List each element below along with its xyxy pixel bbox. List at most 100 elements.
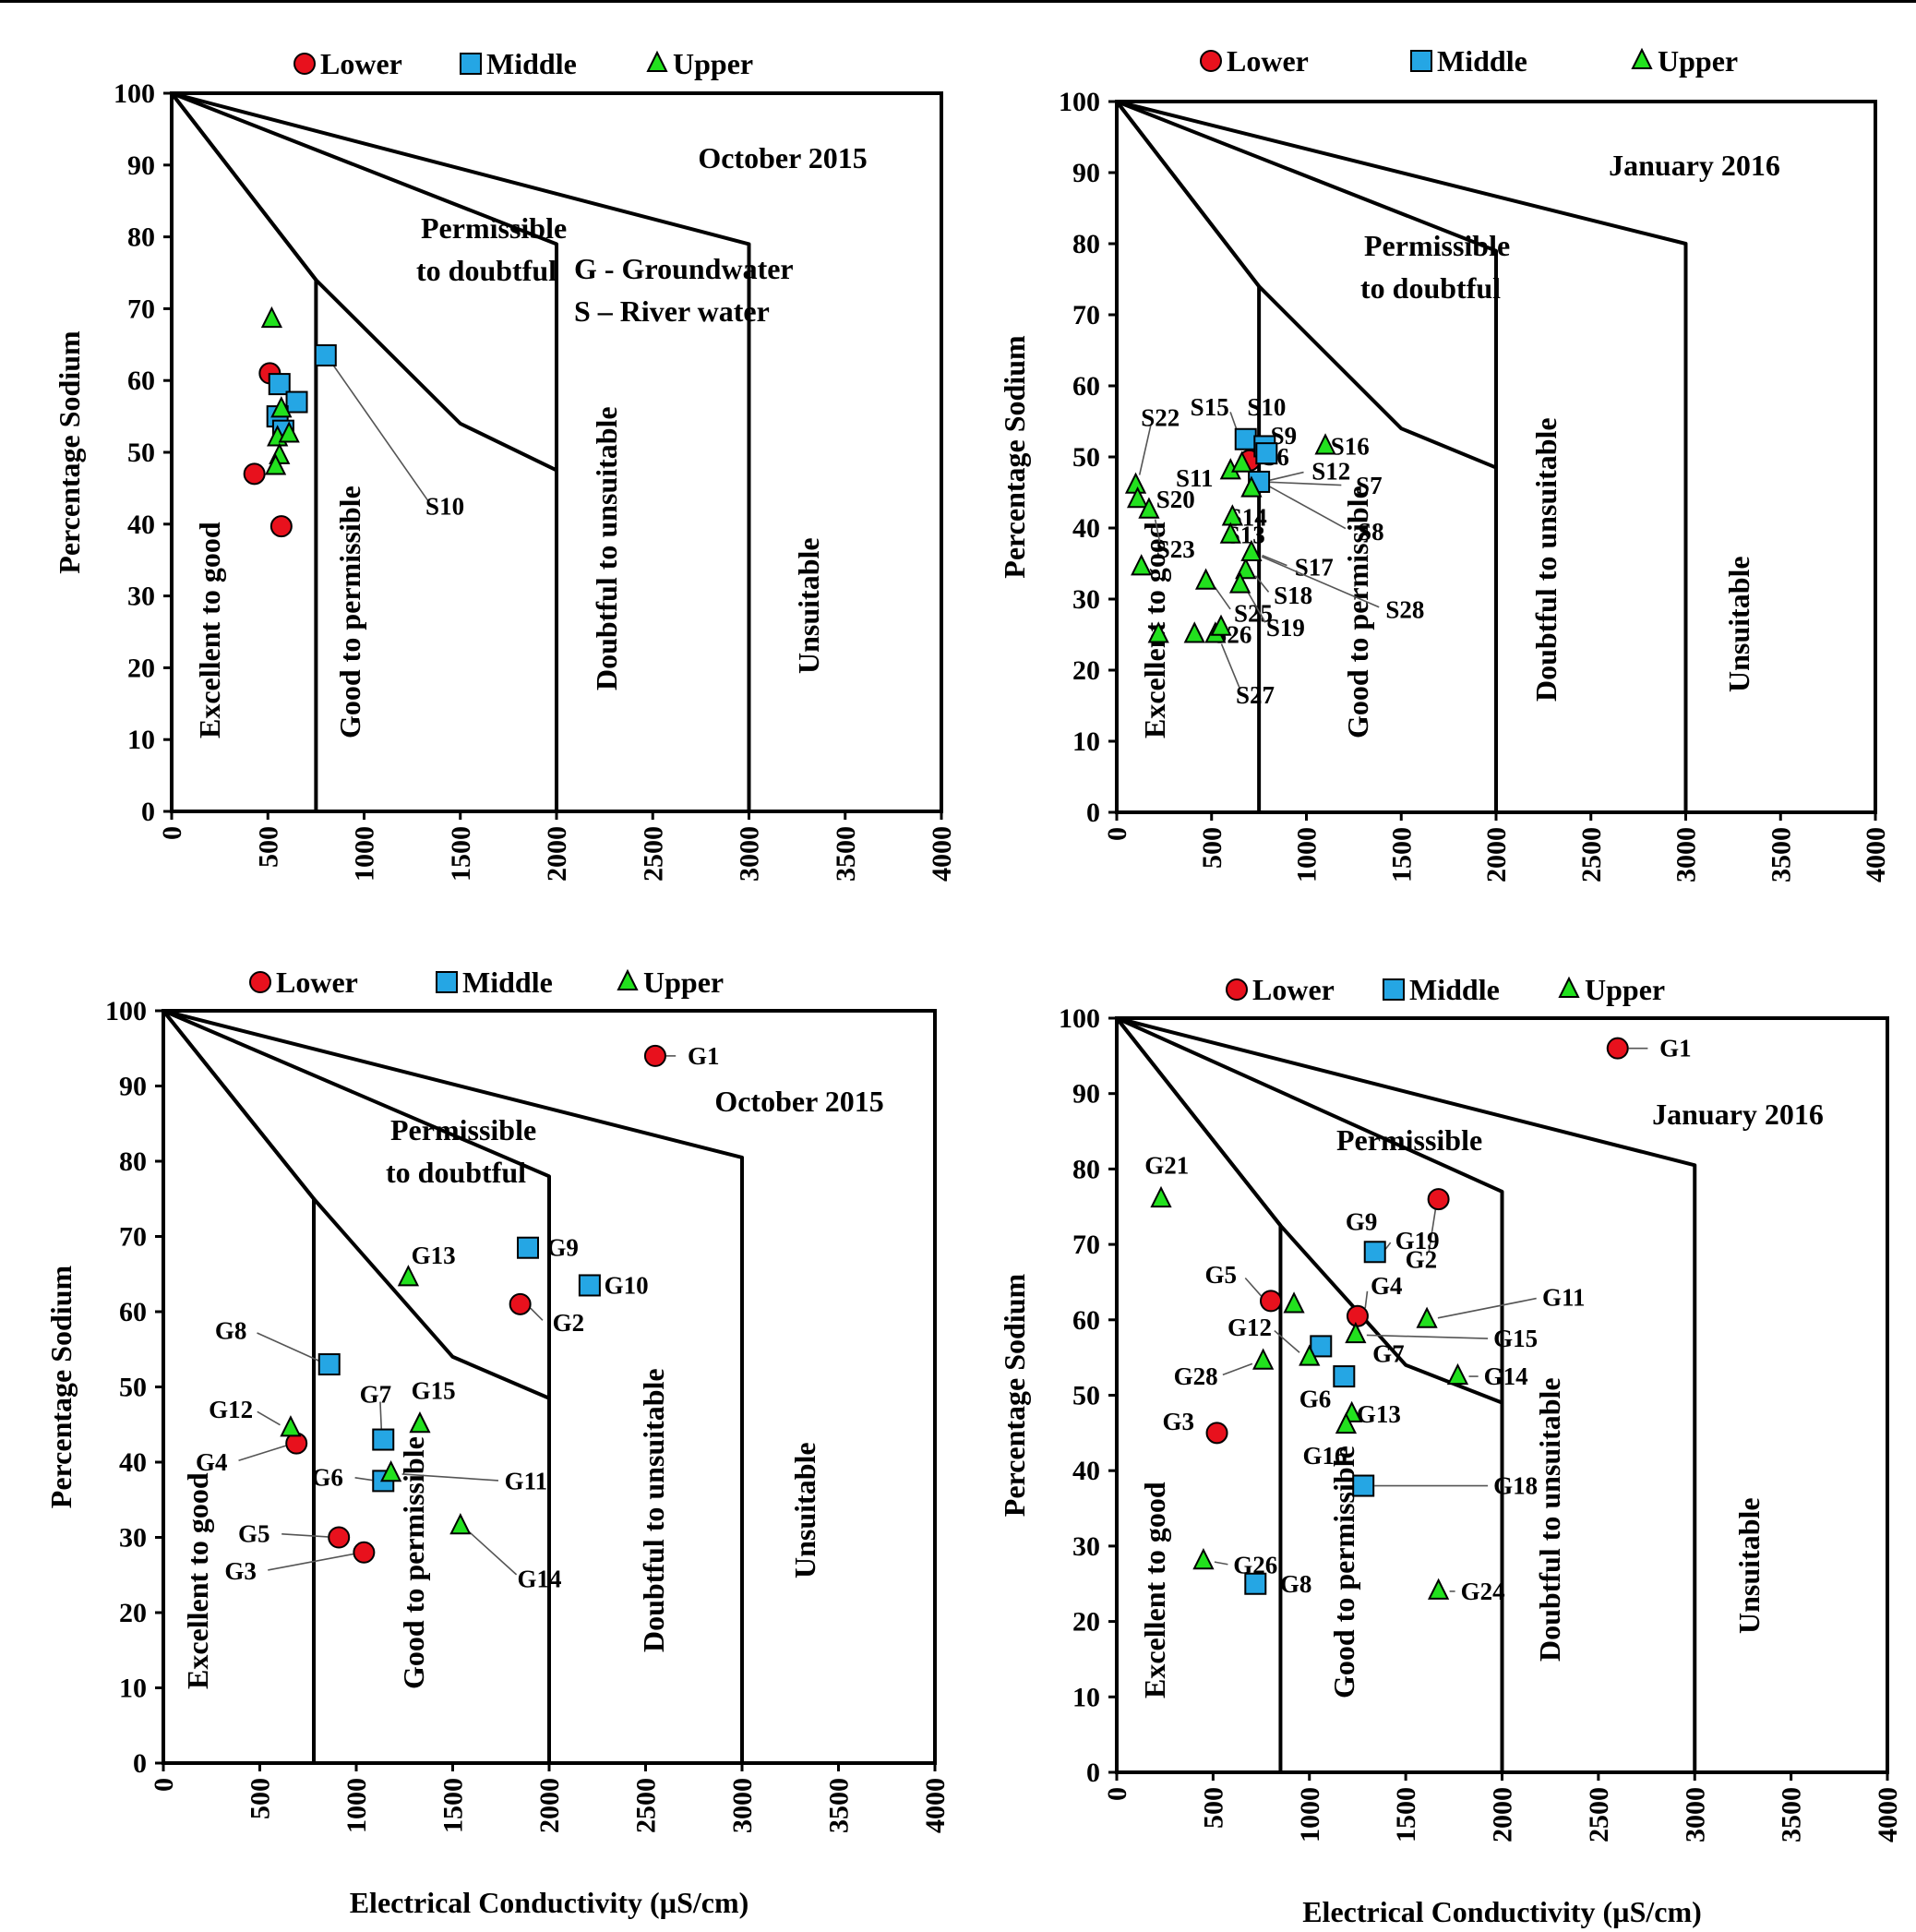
data-point-upper <box>1138 497 1160 519</box>
zone-boundary-4 <box>1116 1016 1697 1772</box>
zone-boundary-2 <box>162 1009 550 1400</box>
sample-label: G14 <box>518 1565 562 1592</box>
sample-label: G12 <box>1227 1314 1272 1341</box>
zone-label-good: Good to permissible <box>1341 486 1374 738</box>
legend-marker-upper <box>646 50 668 72</box>
x-tick-label: 2000 <box>534 1778 565 1833</box>
data-point-lower <box>1606 1037 1629 1060</box>
zone-label-permissible: Permissible <box>1336 1123 1482 1157</box>
y-tick-label: 40 <box>1072 1456 1100 1486</box>
data-point-upper <box>278 421 300 443</box>
data-point-middle <box>1363 1241 1386 1264</box>
leader-line <box>1274 1329 1300 1353</box>
legend-label-lower: Lower <box>1227 44 1309 78</box>
data-point-upper <box>270 396 293 418</box>
data-point-upper <box>1192 1548 1215 1570</box>
data-point-middle <box>1244 1572 1267 1595</box>
zone-label-excellent: Excellent to good <box>1138 1482 1171 1698</box>
y-tick-label: 70 <box>127 294 155 324</box>
zone-label-unsuitable: Unsuitable <box>1732 1497 1766 1634</box>
note-text: G - Groundwater <box>574 252 794 285</box>
sample-label: S23 <box>1156 535 1195 563</box>
sample-label: G11 <box>1542 1283 1586 1311</box>
leader-line <box>1222 1362 1253 1376</box>
leader-line <box>281 1532 329 1538</box>
sample-label: G9 <box>1346 1208 1378 1236</box>
zone-label-permissible: Permissible <box>421 211 567 245</box>
data-point-middle <box>285 390 308 414</box>
leader-line <box>1262 554 1287 567</box>
leader-line <box>1366 1334 1489 1339</box>
sample-label: G1 <box>1659 1035 1692 1062</box>
chart-title: January 2016 <box>1652 1098 1824 1131</box>
legend-marker-upper <box>1631 47 1653 69</box>
x-tick-label: 500 <box>1198 1787 1228 1829</box>
leader-line <box>1214 1561 1228 1566</box>
y-tick-label: 80 <box>1072 229 1100 259</box>
y-tick-label: 100 <box>114 78 155 109</box>
x-tick-label: 2000 <box>1481 827 1512 882</box>
data-point-upper <box>409 1411 431 1434</box>
sample-label: S11 <box>1176 464 1214 492</box>
sample-label: G12 <box>209 1396 253 1423</box>
data-point-upper <box>1231 450 1253 473</box>
sample-label: G5 <box>238 1519 270 1547</box>
x-tick-label: 500 <box>253 826 283 868</box>
data-point-upper <box>1314 433 1336 455</box>
sample-label: G19 <box>1395 1227 1440 1254</box>
data-point-lower <box>1427 1188 1450 1211</box>
x-tick-label: 1500 <box>446 826 476 882</box>
x-tick-label: 2000 <box>542 826 572 882</box>
leader-line <box>331 363 429 501</box>
data-point-upper <box>397 1265 420 1287</box>
x-axis-label: Electrical Conductivity (µS/cm) <box>350 1886 749 1919</box>
legend-marker-lower <box>293 53 316 75</box>
x-tick-label: 3500 <box>824 1778 855 1833</box>
sample-label: S15 <box>1191 393 1229 421</box>
data-point-upper <box>1299 1344 1321 1366</box>
sample-label: G7 <box>1372 1340 1405 1368</box>
y-tick-label: 60 <box>1072 371 1100 402</box>
chart-title: January 2016 <box>1609 149 1780 182</box>
sample-label: S28 <box>1385 596 1424 624</box>
sample-label: G9 <box>546 1234 579 1262</box>
sample-label: G6 <box>311 1463 343 1491</box>
y-tick-label: 100 <box>1059 87 1100 117</box>
data-point-upper <box>1147 621 1169 643</box>
x-tick-label: 1000 <box>1292 827 1323 882</box>
data-point-middle <box>1234 427 1257 450</box>
y-tick-label: 50 <box>119 1373 147 1403</box>
data-point-upper <box>1131 554 1153 576</box>
zone-label-doubtful-unsuitable: Doubtful to unsuitable <box>1529 417 1563 702</box>
y-tick-label: 30 <box>1072 584 1100 615</box>
data-point-upper <box>1235 557 1257 580</box>
y-axis-label: Percentage Sodium <box>998 1273 1031 1517</box>
zone-label-doubtful-unsuitable: Doubtful to unsuitable <box>590 406 623 690</box>
sample-label: S16 <box>1331 432 1370 460</box>
data-point-middle <box>517 1236 540 1259</box>
leader-line <box>1428 1209 1437 1253</box>
sample-label: S8 <box>1358 518 1384 546</box>
data-point-upper <box>1283 1291 1305 1314</box>
y-axis-label: Percentage Sodium <box>44 1265 78 1508</box>
x-tick-label: 0 <box>1102 1787 1132 1801</box>
data-point-upper <box>280 1415 302 1437</box>
x-tick-label: 4000 <box>1873 1787 1903 1842</box>
y-tick-label: 30 <box>119 1523 147 1554</box>
y-tick-label: 30 <box>1072 1531 1100 1562</box>
x-tick-label: 500 <box>1197 827 1227 869</box>
data-point-upper <box>1219 522 1241 544</box>
data-point-middle <box>314 343 337 366</box>
legend-marker-lower <box>1226 978 1248 1001</box>
y-tick-label: 90 <box>1072 1079 1100 1110</box>
leader-line <box>257 1332 319 1362</box>
x-tick-label: 0 <box>149 1778 179 1792</box>
sample-label: S10 <box>425 492 464 520</box>
sample-label: S10 <box>1247 393 1286 421</box>
data-point-upper <box>1183 621 1205 643</box>
chart-title: October 2015 <box>698 141 867 174</box>
leader-line <box>1247 592 1266 623</box>
zone-boundary-4 <box>162 1009 744 1763</box>
